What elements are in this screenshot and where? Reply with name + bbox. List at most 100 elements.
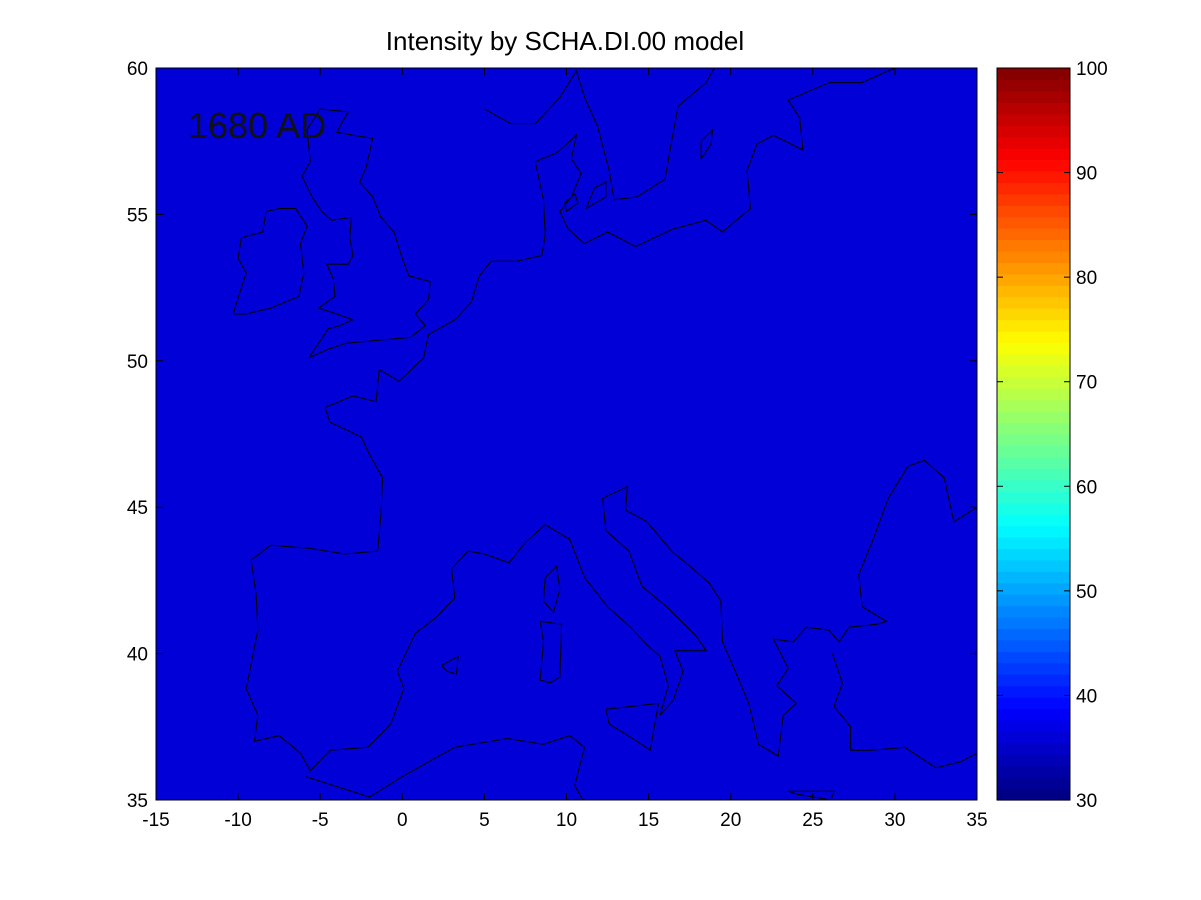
coastline-0 xyxy=(232,208,308,315)
colorbar-step xyxy=(997,273,1070,286)
colorbar-step xyxy=(997,182,1070,195)
colorbar-step xyxy=(997,148,1070,161)
y-tick-label: 50 xyxy=(127,352,148,373)
colorbar-step xyxy=(997,719,1070,732)
y-tick-label: 35 xyxy=(127,791,148,812)
x-tick-label: 15 xyxy=(638,810,659,831)
colorbar-step xyxy=(997,617,1070,630)
colorbar-step xyxy=(997,502,1070,515)
colorbar-ticks: 30 40 50 60 70 80 90 100 xyxy=(997,59,1108,812)
colorbar-step xyxy=(997,228,1070,241)
coastline-8 xyxy=(542,565,561,614)
coastline-11 xyxy=(441,655,459,675)
colorbar-step xyxy=(997,170,1070,183)
band-bottom xyxy=(156,68,977,800)
colorbar-step xyxy=(997,422,1070,435)
colorbar-step xyxy=(997,605,1070,618)
colorbar-step xyxy=(997,536,1070,549)
colorbar-step xyxy=(997,262,1070,275)
colorbar-step xyxy=(997,514,1070,527)
colorbar-tick-label: 40 xyxy=(1076,686,1097,707)
x-tick-label: 10 xyxy=(556,810,577,831)
colorbar-step xyxy=(997,411,1070,424)
y-tick-label: 60 xyxy=(127,59,148,80)
colorbar-tick-label: 70 xyxy=(1076,373,1097,394)
colorbar-step xyxy=(997,216,1070,229)
colorbar-step xyxy=(997,731,1070,744)
colorbar-step xyxy=(997,788,1070,801)
colorbar-step xyxy=(997,296,1070,309)
colorbar-step xyxy=(997,319,1070,332)
colorbar-step xyxy=(997,639,1070,652)
intensity-bands xyxy=(156,68,977,800)
colorbar-step xyxy=(997,548,1070,561)
colorbar-step xyxy=(997,479,1070,492)
colorbar-step xyxy=(997,742,1070,755)
era-label: 1680 AD xyxy=(188,105,326,146)
coastline-2 xyxy=(324,68,896,409)
coastline-9 xyxy=(539,620,563,684)
coastline-10 xyxy=(605,702,660,752)
colorbar-step xyxy=(997,308,1070,321)
y-tick-label: 55 xyxy=(127,205,148,226)
colorbar-step xyxy=(997,628,1070,641)
colorbar-step xyxy=(997,113,1070,126)
colorbar-step xyxy=(997,445,1070,458)
y-tick-label: 45 xyxy=(127,498,148,519)
colorbar-steps xyxy=(997,68,1070,801)
colorbar-step xyxy=(997,754,1070,767)
colorbar-step xyxy=(997,68,1070,81)
colorbar-step xyxy=(997,136,1070,149)
coastline-13 xyxy=(832,653,977,769)
chart-title: Intensity by SCHA.DI.00 model xyxy=(386,26,744,56)
x-tick-label: 35 xyxy=(966,810,987,831)
colorbar-step xyxy=(997,365,1070,378)
map-plot-area xyxy=(155,67,978,801)
colorbar-step xyxy=(997,697,1070,710)
colorbar-step xyxy=(997,159,1070,172)
colorbar-tick-label: 100 xyxy=(1076,59,1108,80)
coastline-7 xyxy=(245,407,977,772)
coastline-6 xyxy=(700,128,714,160)
colorbar-step xyxy=(997,468,1070,481)
colorbar-tick-label: 50 xyxy=(1076,582,1097,603)
colorbar-step xyxy=(997,331,1070,344)
colorbar-step xyxy=(997,765,1070,778)
colorbar-step xyxy=(997,777,1070,790)
colorbar-tick-label: 60 xyxy=(1076,477,1097,498)
x-tick-label: -15 xyxy=(142,810,169,831)
colorbar-step xyxy=(997,582,1070,595)
colorbar-step xyxy=(997,456,1070,469)
coastline-4 xyxy=(564,193,579,212)
y-axis: 35 40 45 50 55 60 xyxy=(127,59,977,812)
x-tick-label: 30 xyxy=(884,810,905,831)
colorbar-step xyxy=(997,571,1070,584)
colorbar-step xyxy=(997,239,1070,252)
colorbar-step xyxy=(997,662,1070,675)
colorbar-step xyxy=(997,685,1070,698)
coastline-5 xyxy=(585,181,607,209)
coastline-14 xyxy=(305,735,586,800)
coastline-12 xyxy=(788,790,835,800)
colorbar-step xyxy=(997,102,1070,115)
colorbar-step xyxy=(997,674,1070,687)
x-tick-label: -5 xyxy=(312,810,329,831)
colorbar-tick-label: 30 xyxy=(1076,791,1097,812)
x-tick-label: 20 xyxy=(720,810,741,831)
colorbar-step xyxy=(997,251,1070,264)
colorbar-tick-label: 90 xyxy=(1076,164,1097,185)
colorbar-step xyxy=(997,434,1070,447)
colorbar-step xyxy=(997,491,1070,504)
x-tick-label: -10 xyxy=(224,810,251,831)
colorbar-step xyxy=(997,205,1070,218)
colorbar-step xyxy=(997,651,1070,664)
colorbar-step xyxy=(997,525,1070,538)
x-tick-label: 5 xyxy=(479,810,490,831)
x-tick-label: 0 xyxy=(397,810,408,831)
colorbar-tick-label: 80 xyxy=(1076,268,1097,289)
colorbar-step xyxy=(997,285,1070,298)
colorbar-step xyxy=(997,125,1070,138)
x-tick-label: 25 xyxy=(802,810,823,831)
colorbar-step xyxy=(997,399,1070,412)
